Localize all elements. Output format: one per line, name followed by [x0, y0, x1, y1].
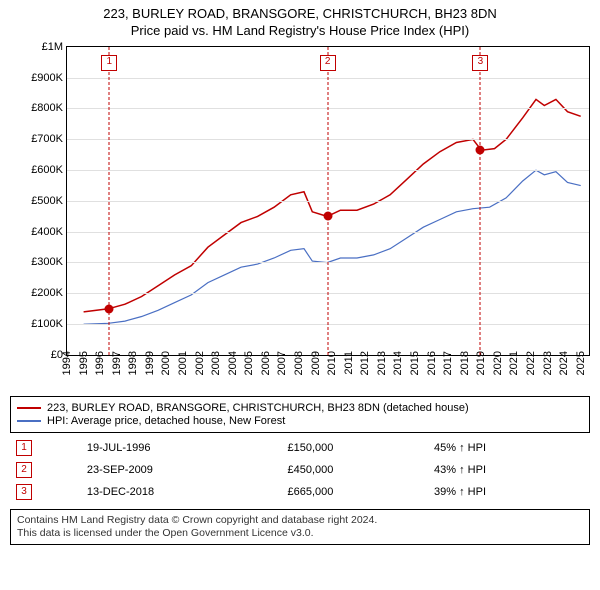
event-row: 2 23-SEP-2009£450,00043% ↑ HPI	[10, 459, 590, 481]
event-price: £450,000	[282, 459, 429, 481]
x-tick-label: 2002	[194, 351, 206, 375]
event-vline	[480, 47, 481, 355]
event-date: 23-SEP-2009	[81, 459, 282, 481]
y-tick-label: £400K	[11, 226, 63, 238]
y-tick-label: £600K	[11, 164, 63, 176]
event-pct: 39% ↑ HPI	[428, 481, 590, 503]
event-row: 1 19-JUL-1996£150,00045% ↑ HPI	[10, 437, 590, 459]
legend-label: HPI: Average price, detached house, New …	[47, 415, 285, 427]
event-pct: 45% ↑ HPI	[428, 437, 590, 459]
event-marker-box: 1	[101, 55, 117, 71]
event-vline	[327, 47, 328, 355]
event-price: £150,000	[282, 437, 429, 459]
y-tick-label: £300K	[11, 256, 63, 268]
chart-container: 223, BURLEY ROAD, BRANSGORE, CHRISTCHURC…	[0, 0, 600, 549]
y-tick-label: £200K	[11, 287, 63, 299]
event-number-box: 1	[16, 440, 32, 456]
x-tick-label: 2014	[392, 351, 404, 375]
event-pct: 43% ↑ HPI	[428, 459, 590, 481]
x-tick-label: 2023	[542, 351, 554, 375]
event-date: 19-JUL-1996	[81, 437, 282, 459]
x-tick-label: 2001	[177, 351, 189, 375]
legend: 223, BURLEY ROAD, BRANSGORE, CHRISTCHURC…	[10, 396, 590, 433]
event-date: 13-DEC-2018	[81, 481, 282, 503]
x-tick-label: 2022	[525, 351, 537, 375]
series-price_paid	[84, 99, 581, 312]
event-marker-dot	[105, 304, 114, 313]
series-hpi	[84, 170, 581, 324]
x-tick-label: 2007	[276, 351, 288, 375]
x-tick-label: 2004	[227, 351, 239, 375]
x-tick-label: 2021	[508, 351, 520, 375]
y-tick-label: £100K	[11, 318, 63, 330]
x-tick-label: 2018	[459, 351, 471, 375]
x-tick-label: 2011	[343, 351, 355, 375]
event-marker-dot	[323, 212, 332, 221]
x-tick-label: 2013	[376, 351, 388, 375]
y-tick-label: £700K	[11, 133, 63, 145]
x-tick-label: 2008	[293, 351, 305, 375]
event-price: £665,000	[282, 481, 429, 503]
x-tick-label: 2017	[442, 351, 454, 375]
event-number-box: 3	[16, 484, 32, 500]
x-tick-label: 2019	[475, 351, 487, 375]
y-tick-label: £0	[11, 349, 63, 361]
footnote: Contains HM Land Registry data © Crown c…	[10, 509, 590, 545]
event-marker-box: 3	[472, 55, 488, 71]
legend-swatch	[17, 420, 41, 422]
legend-label: 223, BURLEY ROAD, BRANSGORE, CHRISTCHURC…	[47, 402, 469, 414]
event-number-box: 2	[16, 462, 32, 478]
x-tick-label: 2020	[492, 351, 504, 375]
legend-row: HPI: Average price, detached house, New …	[17, 415, 583, 427]
legend-row: 223, BURLEY ROAD, BRANSGORE, CHRISTCHURC…	[17, 402, 583, 414]
plot-area: £0£100K£200K£300K£400K£500K£600K£700K£80…	[66, 46, 590, 356]
footnote-line2: This data is licensed under the Open Gov…	[17, 527, 583, 540]
x-tick-label: 2003	[210, 351, 222, 375]
event-marker-dot	[476, 145, 485, 154]
legend-swatch	[17, 407, 41, 409]
footnote-line1: Contains HM Land Registry data © Crown c…	[17, 514, 583, 527]
x-tick-label: 2012	[359, 351, 371, 375]
x-tick-label: 2000	[160, 351, 172, 375]
x-tick-label: 2005	[243, 351, 255, 375]
event-row: 3 13-DEC-2018£665,00039% ↑ HPI	[10, 481, 590, 503]
x-tick-label: 2015	[409, 351, 421, 375]
x-tick-label: 1998	[127, 351, 139, 375]
x-tick-label: 1994	[61, 351, 73, 375]
y-tick-label: £500K	[11, 195, 63, 207]
events-table: 1 19-JUL-1996£150,00045% ↑ HPI 2 23-SEP-200…	[10, 437, 590, 503]
event-marker-box: 2	[320, 55, 336, 71]
x-tick-label: 2025	[575, 351, 587, 375]
x-tick-label: 1999	[144, 351, 156, 375]
chart-title-line1: 223, BURLEY ROAD, BRANSGORE, CHRISTCHURC…	[10, 6, 590, 23]
chart-title-line2: Price paid vs. HM Land Registry's House …	[10, 23, 590, 40]
y-tick-label: £900K	[11, 72, 63, 84]
x-tick-label: 2016	[426, 351, 438, 375]
x-tick-label: 2024	[558, 351, 570, 375]
x-tick-label: 2006	[260, 351, 272, 375]
y-tick-label: £800K	[11, 102, 63, 114]
x-tick-label: 2009	[310, 351, 322, 375]
x-tick-label: 1997	[111, 351, 123, 375]
x-tick-label: 1996	[94, 351, 106, 375]
x-tick-label: 1995	[78, 351, 90, 375]
y-tick-label: £1M	[11, 41, 63, 53]
